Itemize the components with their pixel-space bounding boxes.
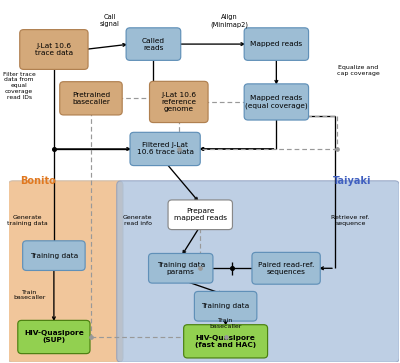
FancyBboxPatch shape: [194, 291, 257, 321]
FancyBboxPatch shape: [150, 81, 208, 123]
Text: Equalize and
cap coverage: Equalize and cap coverage: [337, 65, 380, 76]
FancyBboxPatch shape: [252, 252, 320, 284]
FancyBboxPatch shape: [126, 28, 181, 60]
Text: Filter trace
data from
equal
coverage
read IDs: Filter trace data from equal coverage re…: [3, 72, 36, 100]
Text: Retrieve ref.
sequence: Retrieve ref. sequence: [331, 215, 370, 226]
Text: Pretrained
basecaller: Pretrained basecaller: [72, 92, 110, 105]
Text: Train
basecaller: Train basecaller: [13, 290, 46, 301]
FancyBboxPatch shape: [168, 200, 232, 229]
FancyBboxPatch shape: [244, 28, 308, 60]
Text: Mapped reads
(equal coverage): Mapped reads (equal coverage): [245, 95, 308, 109]
FancyBboxPatch shape: [130, 132, 200, 166]
FancyBboxPatch shape: [18, 321, 90, 354]
FancyBboxPatch shape: [117, 181, 399, 362]
FancyBboxPatch shape: [60, 82, 122, 115]
Text: Prepare
mapped reads: Prepare mapped reads: [174, 208, 227, 221]
Text: Train
basecaller: Train basecaller: [210, 318, 242, 329]
Text: J-Lat 10.6
reference
genome: J-Lat 10.6 reference genome: [161, 92, 196, 112]
Text: Called
reads: Called reads: [142, 38, 165, 50]
Text: Filtered J-Lat
10.6 trace data: Filtered J-Lat 10.6 trace data: [137, 142, 194, 155]
Text: Bonito: Bonito: [20, 176, 56, 186]
FancyBboxPatch shape: [23, 241, 85, 270]
Text: Training data: Training data: [202, 303, 250, 309]
FancyBboxPatch shape: [148, 253, 213, 283]
FancyBboxPatch shape: [20, 30, 88, 69]
Text: Mapped reads: Mapped reads: [250, 41, 302, 47]
Text: HIV-Quasipore
(SUP): HIV-Quasipore (SUP): [24, 330, 84, 343]
FancyBboxPatch shape: [244, 84, 308, 120]
Text: Paired read-ref.
sequences: Paired read-ref. sequences: [258, 262, 314, 275]
Text: Generate
training data: Generate training data: [6, 215, 47, 226]
FancyBboxPatch shape: [8, 181, 123, 362]
Text: Training data
params: Training data params: [157, 262, 205, 275]
Text: Call
signal: Call signal: [100, 15, 120, 28]
Text: HIV-Quasipore
(fast and HAC): HIV-Quasipore (fast and HAC): [195, 335, 256, 348]
Text: Generate
read info: Generate read info: [123, 215, 152, 226]
Text: Taiyaki: Taiyaki: [333, 176, 372, 186]
FancyBboxPatch shape: [184, 325, 268, 358]
Text: Align
(Minimap2): Align (Minimap2): [210, 14, 248, 28]
Text: J-Lat 10.6
trace data: J-Lat 10.6 trace data: [35, 43, 73, 56]
Text: Training data: Training data: [30, 253, 78, 258]
